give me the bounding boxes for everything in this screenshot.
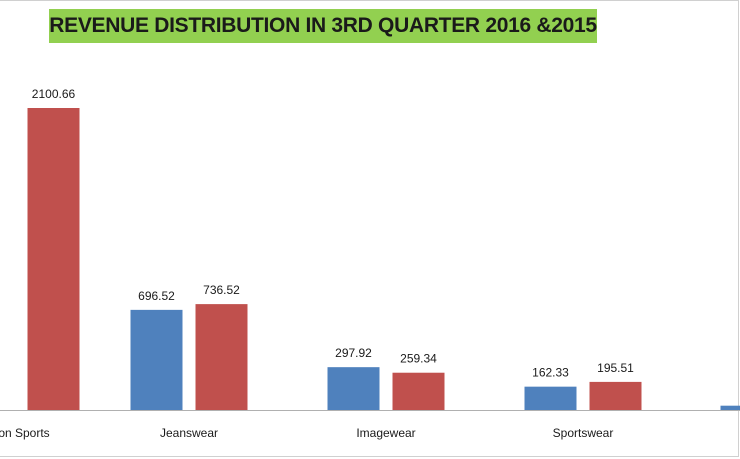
data-label-s1-c3: 297.92 [335, 346, 372, 360]
data-label-s1-c4: 162.33 [532, 366, 569, 380]
bar-s2-c2 [195, 304, 248, 410]
data-label-s2-c2: 736.52 [203, 283, 240, 297]
data-labels-group: 2100.66 696.52 736.52 297.92 259.34 162.33 195… [32, 87, 740, 399]
bar-s2-c4 [589, 381, 642, 410]
data-label-s2-c4: 195.51 [597, 361, 634, 375]
category-label-1: tion Sports [0, 426, 50, 440]
category-label-2: Jeanswear [160, 426, 218, 440]
data-label-s2-c1: 2100.66 [32, 87, 76, 101]
category-label-4: Sportswear [553, 426, 614, 440]
bars-group [27, 108, 740, 410]
category-label-3: Imagewear [356, 426, 415, 440]
bar-s2-c3 [392, 372, 445, 410]
bar-s1-c5 [720, 405, 740, 410]
data-label-s1-c2: 696.52 [138, 289, 175, 303]
bar-s1-c3 [327, 367, 380, 410]
chart-title: REVENUE DISTRIBUTION IN 3RD QUARTER 2016… [49, 9, 597, 43]
category-labels-group: tion Sports Jeanswear Imagewear Sportswear [0, 426, 613, 440]
data-label-s2-c3: 259.34 [400, 352, 437, 366]
bar-s1-c2 [130, 309, 183, 410]
bar-s2-c1 [27, 108, 80, 410]
bar-s1-c4 [524, 386, 577, 410]
